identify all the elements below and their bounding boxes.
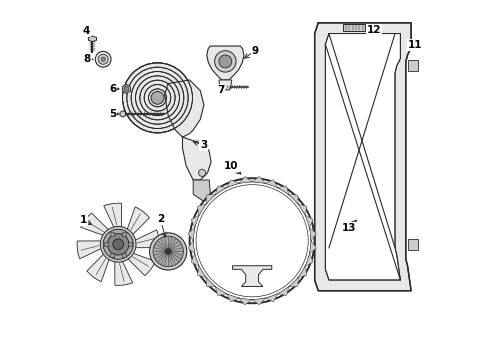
Polygon shape	[289, 195, 298, 204]
Polygon shape	[216, 287, 226, 296]
Polygon shape	[226, 294, 239, 302]
Text: 1: 1	[80, 215, 87, 225]
Circle shape	[215, 51, 236, 72]
Circle shape	[153, 236, 183, 267]
Polygon shape	[252, 298, 265, 305]
Polygon shape	[122, 253, 126, 257]
Circle shape	[219, 55, 232, 68]
Circle shape	[122, 63, 193, 133]
Polygon shape	[219, 84, 224, 90]
Polygon shape	[298, 204, 307, 215]
Polygon shape	[165, 80, 204, 137]
Text: 9: 9	[251, 46, 259, 56]
Polygon shape	[191, 215, 199, 228]
Polygon shape	[77, 241, 103, 259]
Polygon shape	[104, 242, 108, 247]
Polygon shape	[197, 266, 206, 278]
Polygon shape	[128, 242, 132, 247]
Circle shape	[100, 226, 136, 262]
Polygon shape	[278, 287, 289, 296]
Polygon shape	[206, 195, 216, 204]
Polygon shape	[226, 180, 239, 188]
Polygon shape	[305, 254, 313, 266]
Polygon shape	[265, 294, 278, 302]
Polygon shape	[278, 186, 289, 195]
Text: 10: 10	[224, 161, 239, 171]
Polygon shape	[191, 254, 199, 266]
Polygon shape	[239, 298, 252, 305]
Circle shape	[124, 86, 129, 91]
Polygon shape	[126, 253, 156, 276]
Polygon shape	[310, 241, 317, 254]
Polygon shape	[310, 228, 317, 241]
Circle shape	[107, 234, 129, 255]
Text: 13: 13	[342, 223, 356, 233]
Circle shape	[113, 239, 123, 249]
Polygon shape	[126, 207, 149, 236]
Polygon shape	[122, 84, 130, 94]
Polygon shape	[197, 204, 206, 215]
Polygon shape	[239, 176, 252, 183]
Polygon shape	[315, 23, 411, 291]
Circle shape	[96, 51, 111, 67]
Polygon shape	[216, 186, 226, 195]
Polygon shape	[81, 213, 110, 236]
Text: 4: 4	[82, 26, 90, 36]
Circle shape	[198, 169, 206, 176]
Text: 7: 7	[217, 85, 224, 95]
Text: 11: 11	[407, 40, 422, 50]
Text: 3: 3	[200, 140, 208, 150]
Circle shape	[151, 91, 164, 104]
Polygon shape	[298, 266, 307, 278]
Text: 5: 5	[109, 109, 117, 119]
Polygon shape	[87, 253, 110, 282]
Polygon shape	[182, 137, 211, 180]
Polygon shape	[305, 215, 313, 228]
Text: 2: 2	[157, 214, 164, 224]
Polygon shape	[115, 260, 133, 285]
Polygon shape	[343, 24, 366, 31]
Circle shape	[197, 185, 308, 296]
Polygon shape	[110, 253, 114, 257]
Polygon shape	[408, 60, 418, 71]
Polygon shape	[193, 180, 210, 202]
Polygon shape	[120, 111, 125, 117]
Text: 6: 6	[109, 84, 117, 94]
Polygon shape	[325, 33, 400, 280]
Polygon shape	[252, 176, 265, 183]
Polygon shape	[289, 278, 298, 287]
Text: 8: 8	[83, 54, 91, 64]
Polygon shape	[110, 231, 114, 236]
Circle shape	[101, 57, 105, 62]
Circle shape	[165, 249, 171, 254]
Polygon shape	[188, 241, 195, 254]
Circle shape	[149, 233, 187, 270]
Circle shape	[98, 54, 108, 64]
Polygon shape	[88, 36, 97, 42]
Polygon shape	[188, 228, 195, 241]
Polygon shape	[104, 203, 122, 229]
Polygon shape	[207, 46, 244, 80]
Polygon shape	[134, 230, 159, 248]
Polygon shape	[219, 80, 232, 90]
Circle shape	[103, 229, 133, 259]
Polygon shape	[408, 239, 418, 249]
Polygon shape	[232, 266, 272, 287]
Polygon shape	[265, 180, 278, 188]
Polygon shape	[122, 231, 126, 236]
Polygon shape	[206, 278, 216, 287]
Text: 12: 12	[367, 25, 381, 35]
